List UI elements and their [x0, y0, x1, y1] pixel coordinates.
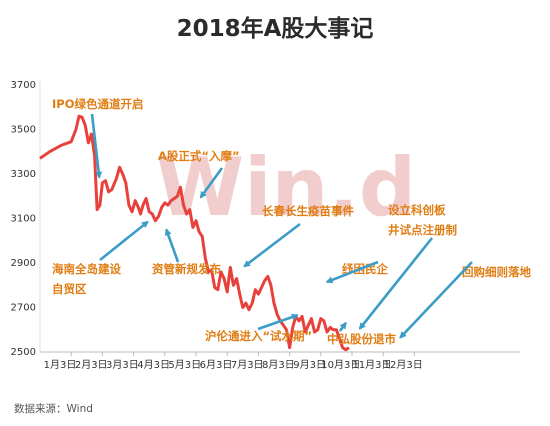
annotation: 资管新规发布 — [152, 228, 221, 276]
annotation-label: 设立科创板 — [388, 203, 446, 217]
annotation-label: IPO绿色通道开启 — [52, 97, 143, 111]
x-tick-label: 5月3日 — [168, 359, 201, 371]
annotation-arrow — [90, 113, 103, 179]
annotation-label: 海南全岛建设 — [52, 262, 121, 276]
annotation: IPO绿色通道开启 — [52, 97, 143, 179]
annotation-arrow — [257, 313, 299, 331]
annotation-arrow — [164, 228, 180, 263]
y-tick-label: 3100 — [11, 214, 36, 225]
annotation: 回购细则落地 — [399, 261, 531, 339]
x-tick-label: 8月3日 — [262, 359, 295, 371]
y-tick-label: 2700 — [11, 303, 36, 314]
index-line — [39, 114, 350, 352]
x-tick-label: 4月3日 — [137, 359, 170, 371]
x-axis: 1月3日2月3日3月3日4月3日5月3日6月3日7月3日8月3日9月3日10月3… — [44, 352, 423, 371]
annotation-arrow — [325, 260, 379, 284]
annotation-arrow — [99, 220, 149, 262]
annotation-label: 沪伦通进入“试水期” — [205, 329, 312, 343]
annotation: 长春长生疫苗事件 — [243, 204, 354, 268]
annotation-label: 中弘股份退市 — [327, 332, 396, 346]
annotation: 沪伦通进入“试水期” — [205, 313, 312, 343]
x-tick-label: 6月3日 — [200, 359, 233, 371]
x-tick-label: 12月3日 — [384, 359, 423, 371]
x-tick-label: 7月3日 — [231, 359, 264, 371]
x-tick-label: 9月3日 — [293, 359, 326, 371]
annotation-arrow — [243, 222, 301, 268]
annotation: A股正式“入摩” — [158, 149, 240, 199]
y-tick-label: 2500 — [11, 347, 36, 358]
annotation-label: 资管新规发布 — [152, 262, 221, 276]
y-tick-label: 2900 — [11, 258, 36, 269]
annotation-label: A股正式“入摩” — [158, 149, 240, 163]
chart-title: 2018年A股大事记 — [177, 15, 374, 42]
series-layer — [39, 114, 350, 352]
annotation: 纾困民企 — [325, 260, 388, 284]
y-tick-label: 3500 — [11, 125, 36, 136]
data-source: 数据来源：Wind — [14, 402, 93, 415]
annotation-label: 自贸区 — [52, 282, 87, 296]
annotation-arrow — [358, 237, 434, 330]
annotation-arrow — [338, 321, 347, 332]
watermark: Win.d — [156, 141, 416, 234]
y-axis: 2500 2700 2900 3100 3300 3500 3700 — [11, 80, 36, 358]
y-tick-label: 3700 — [11, 80, 36, 91]
y-tick-label: 3300 — [11, 169, 36, 180]
annotation-label: 回购细则落地 — [462, 265, 531, 279]
annotation: 中弘股份退市 — [327, 321, 396, 346]
x-tick-label: 3月3日 — [106, 359, 139, 371]
x-tick-label: 10月3日 — [321, 359, 360, 371]
annotation-label: 长春长生疫苗事件 — [262, 204, 354, 218]
annotations-layer: IPO绿色通道开启A股正式“入摩”海南全岛建设自贸区资管新规发布长春长生疫苗事件… — [52, 97, 531, 346]
x-tick-label: 11月3日 — [352, 359, 391, 371]
x-tick-label: 1月3日 — [44, 359, 77, 371]
annotation-arrow — [399, 261, 473, 339]
grid — [39, 81, 520, 353]
annotation-label: 井试点注册制 — [388, 223, 457, 237]
x-tick-label: 2月3日 — [75, 359, 108, 371]
annotation-arrow — [199, 167, 224, 199]
